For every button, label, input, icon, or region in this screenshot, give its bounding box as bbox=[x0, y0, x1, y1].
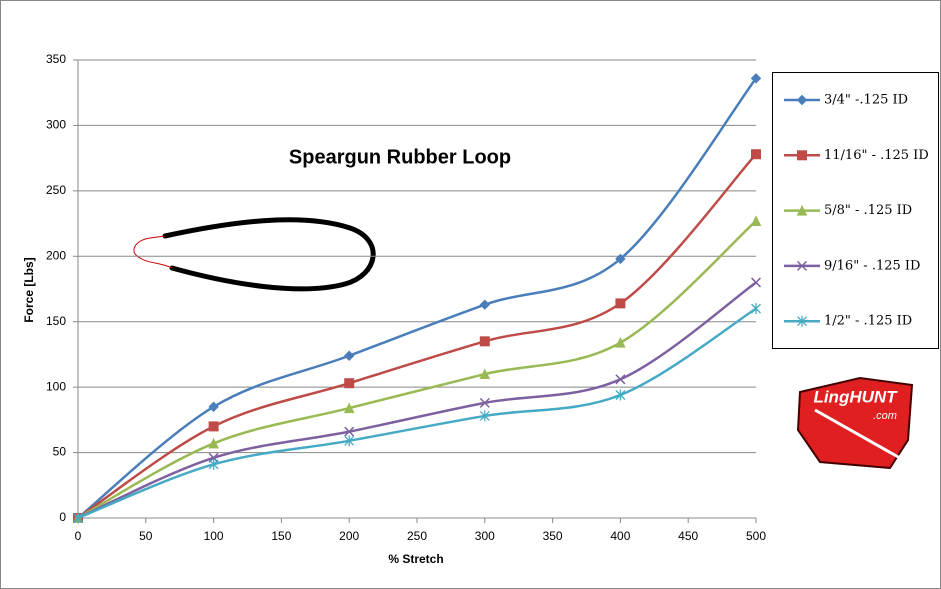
point bbox=[615, 298, 626, 309]
point bbox=[208, 401, 219, 412]
legend-marker bbox=[796, 204, 808, 216]
y-tick-label: 50 bbox=[53, 445, 67, 459]
point bbox=[751, 149, 761, 160]
logo-subtext: .com bbox=[873, 410, 897, 422]
y-tick-label: 0 bbox=[59, 510, 66, 524]
point bbox=[479, 336, 490, 347]
chart-title: Speargun Rubber Loop bbox=[289, 146, 511, 168]
point bbox=[615, 374, 626, 385]
series-line bbox=[77, 220, 757, 520]
series-line bbox=[77, 307, 757, 520]
point bbox=[479, 368, 491, 380]
point bbox=[750, 277, 762, 288]
point bbox=[343, 402, 355, 414]
x-tick-label: 500 bbox=[746, 529, 766, 543]
point bbox=[73, 512, 83, 524]
point bbox=[479, 397, 490, 408]
x-tick-label: 150 bbox=[271, 529, 291, 543]
legend-marker bbox=[797, 315, 807, 327]
y-tick-label: 150 bbox=[46, 314, 66, 328]
x-axis-label: % Stretch bbox=[388, 552, 443, 566]
logo-text: LingHUNT bbox=[813, 387, 898, 406]
y-tick-label: 300 bbox=[46, 118, 66, 132]
point bbox=[343, 350, 355, 361]
point bbox=[615, 337, 626, 348]
series-line bbox=[77, 77, 757, 519]
point bbox=[208, 458, 219, 470]
logo: LingHUNT .com bbox=[796, 376, 914, 470]
x-tick-label: 300 bbox=[475, 529, 495, 543]
x-tick-label: 100 bbox=[204, 529, 224, 543]
x-tick-label: 0 bbox=[75, 529, 82, 543]
x-tick-label: 450 bbox=[678, 529, 698, 543]
point bbox=[615, 389, 626, 401]
point bbox=[344, 435, 355, 447]
y-tick-label: 200 bbox=[46, 248, 66, 262]
legend-label: 9/16" - .125 ID bbox=[824, 258, 920, 273]
y-tick-label: 250 bbox=[46, 183, 66, 197]
point bbox=[751, 303, 761, 315]
legend-marker bbox=[796, 260, 808, 271]
x-tick-label: 350 bbox=[543, 529, 563, 543]
y-tick-label: 100 bbox=[46, 379, 66, 393]
legend-marker bbox=[796, 94, 808, 106]
point bbox=[479, 299, 491, 310]
loop-illustration bbox=[133, 217, 376, 292]
y-tick-label: 350 bbox=[46, 52, 66, 66]
x-tick-label: 400 bbox=[610, 529, 630, 543]
x-tick-label: 50 bbox=[139, 529, 153, 543]
legend-label: 5/8" - .125 ID bbox=[824, 203, 912, 218]
x-tick-label: 200 bbox=[339, 529, 359, 543]
point bbox=[750, 215, 762, 226]
legend-label: 11/16" - .125 ID bbox=[824, 148, 929, 163]
point bbox=[615, 253, 626, 265]
legend-marker bbox=[797, 150, 807, 161]
legend-label: 3/4" -.125 ID bbox=[824, 93, 908, 108]
point bbox=[479, 410, 490, 422]
point bbox=[208, 421, 219, 432]
series-line bbox=[77, 153, 757, 520]
point bbox=[344, 426, 355, 437]
y-axis-label: Force [Lbs] bbox=[22, 257, 36, 322]
point bbox=[750, 73, 762, 84]
point bbox=[344, 378, 355, 389]
x-tick-label: 250 bbox=[407, 529, 427, 543]
legend-label: 1/2" - .125 ID bbox=[824, 314, 912, 329]
point bbox=[208, 437, 219, 449]
series-line bbox=[77, 281, 757, 520]
